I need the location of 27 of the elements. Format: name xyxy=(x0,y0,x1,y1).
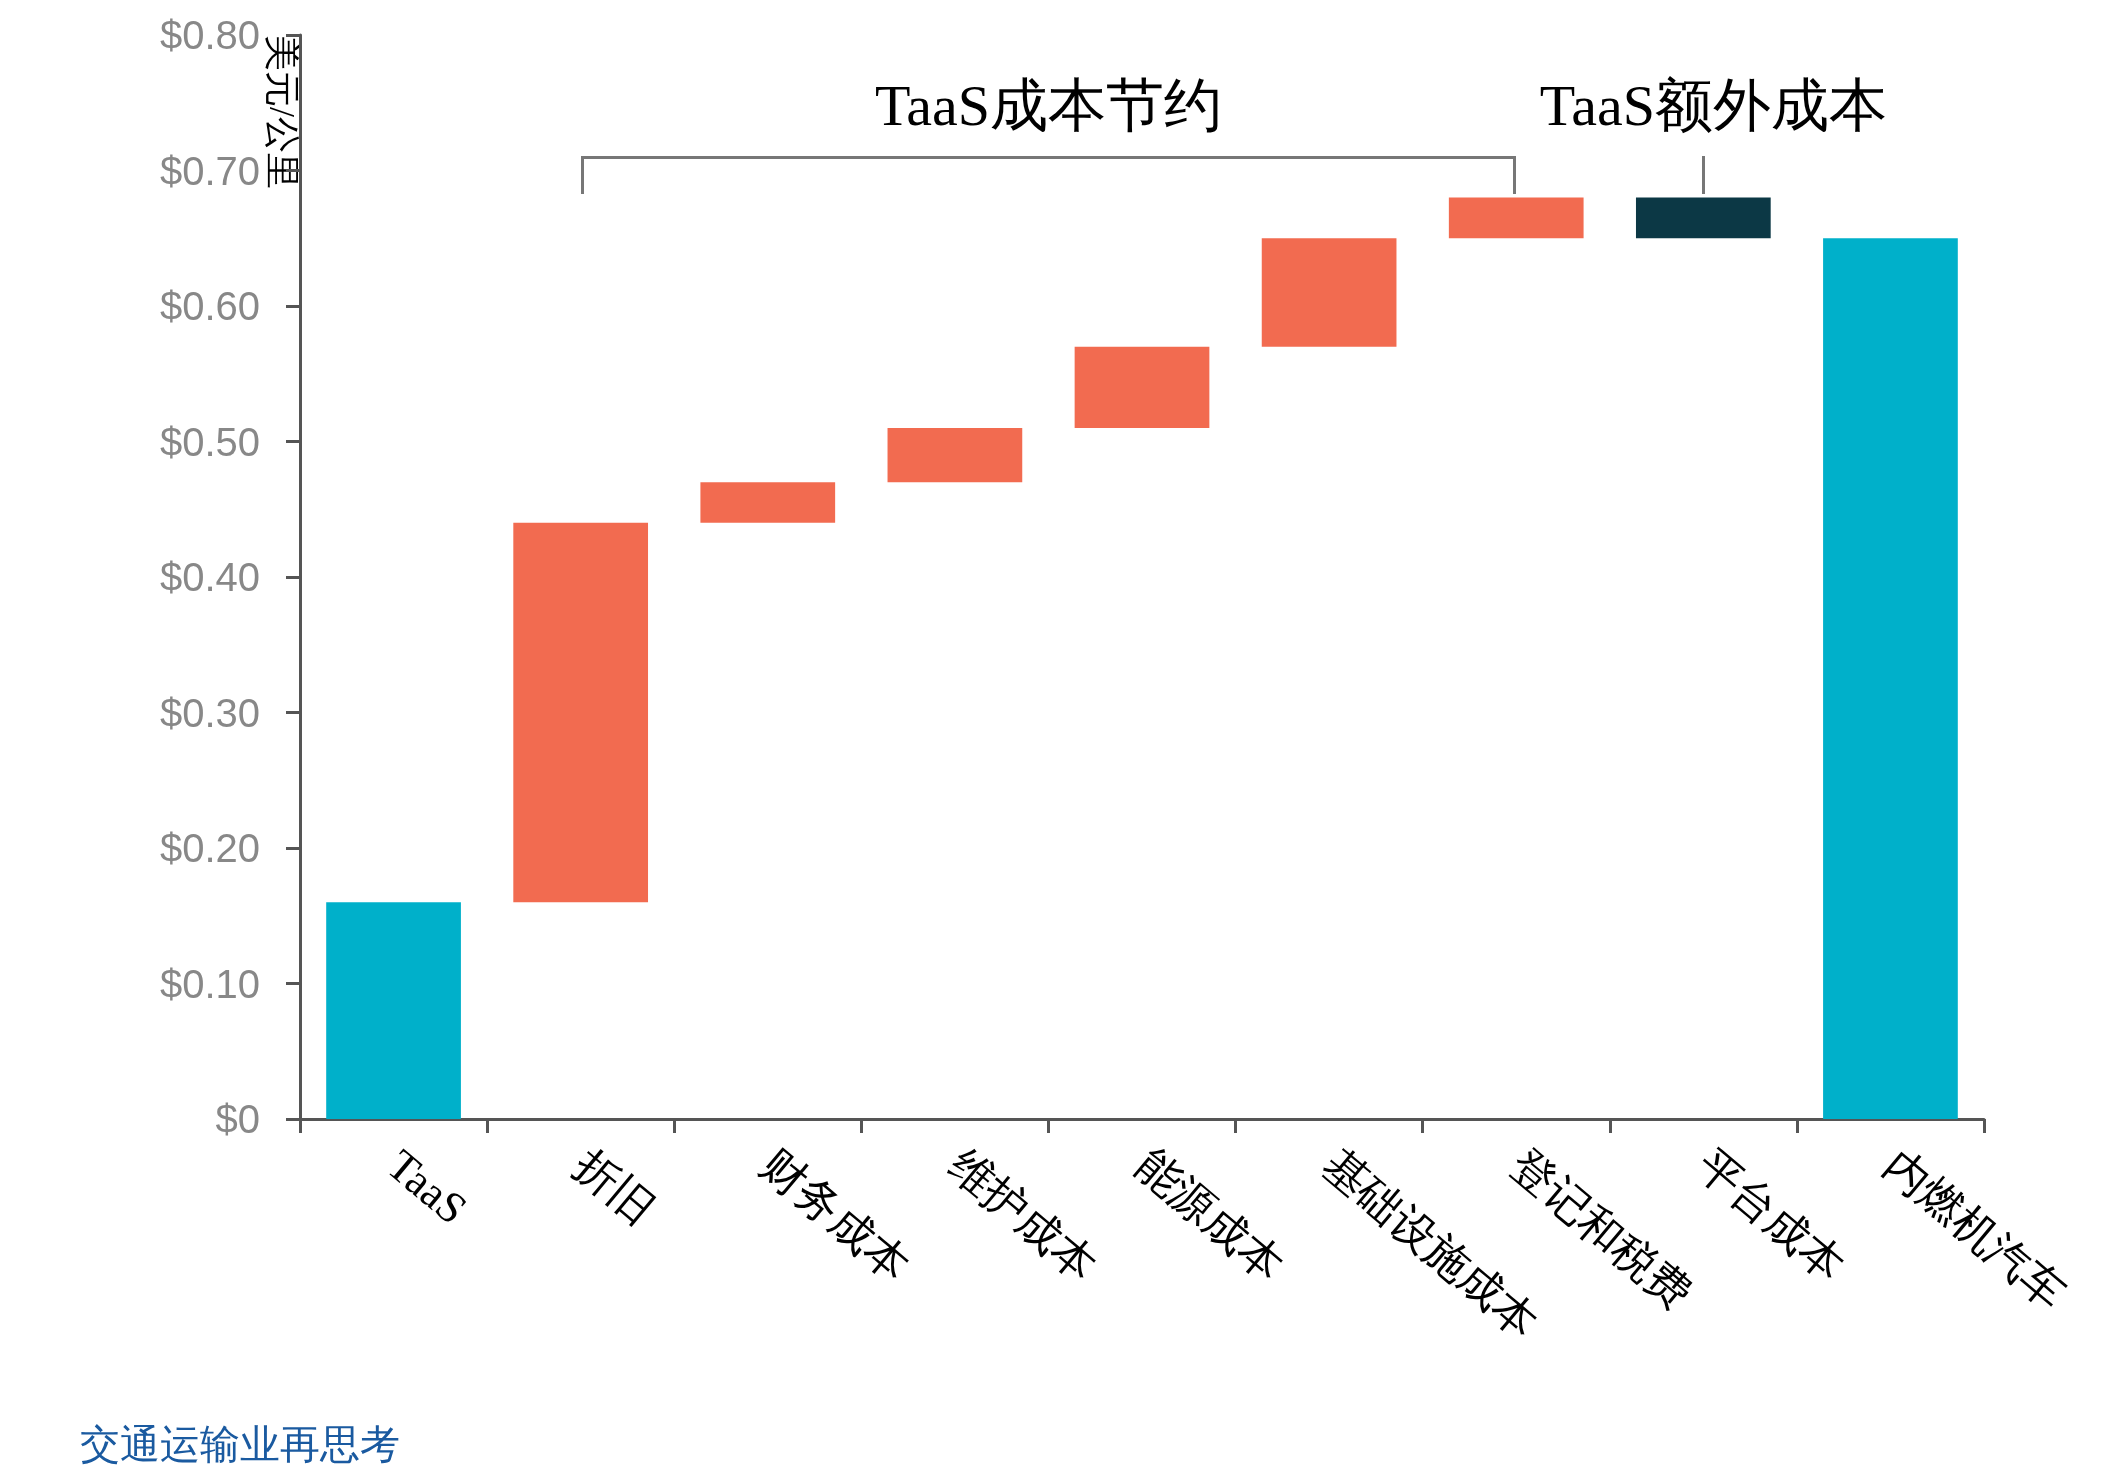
y-tick-label: $0.60 xyxy=(159,284,260,328)
annotation: TaaS成本节约 xyxy=(874,73,1223,138)
y-tick-label: $0.10 xyxy=(159,961,260,1006)
bar xyxy=(887,427,1023,483)
bar xyxy=(700,482,836,523)
annotation: TaaS额外成本 xyxy=(1539,73,1887,138)
bar xyxy=(1823,238,1958,1119)
x-tick-label: 能源成本 xyxy=(1126,1140,1293,1291)
x-tick-label: 财务成本 xyxy=(752,1140,919,1291)
y-tick-label: $0 xyxy=(215,1097,260,1141)
y-tick-label: $0.20 xyxy=(159,826,260,870)
x-tick-label: 内燃机汽车 xyxy=(1874,1140,2075,1320)
y-tick-label: $0.50 xyxy=(159,419,260,464)
bar xyxy=(1635,197,1771,239)
bar xyxy=(1074,346,1210,428)
y-tick-label: $0.70 xyxy=(159,148,260,193)
bar xyxy=(513,522,649,903)
bar xyxy=(1448,197,1584,239)
x-tick-label: 维护成本 xyxy=(939,1140,1106,1291)
text: 交通运输业再思考 xyxy=(80,1421,400,1467)
y-tick-label: $0.40 xyxy=(159,555,260,599)
x-tick-label: TaaS xyxy=(377,1140,477,1234)
bar xyxy=(326,902,461,1119)
bar xyxy=(1261,238,1397,347)
x-tick-label: 折旧 xyxy=(564,1140,664,1235)
y-tick-label: $0.80 xyxy=(159,13,260,57)
y-tick-label: $0.30 xyxy=(159,690,260,735)
